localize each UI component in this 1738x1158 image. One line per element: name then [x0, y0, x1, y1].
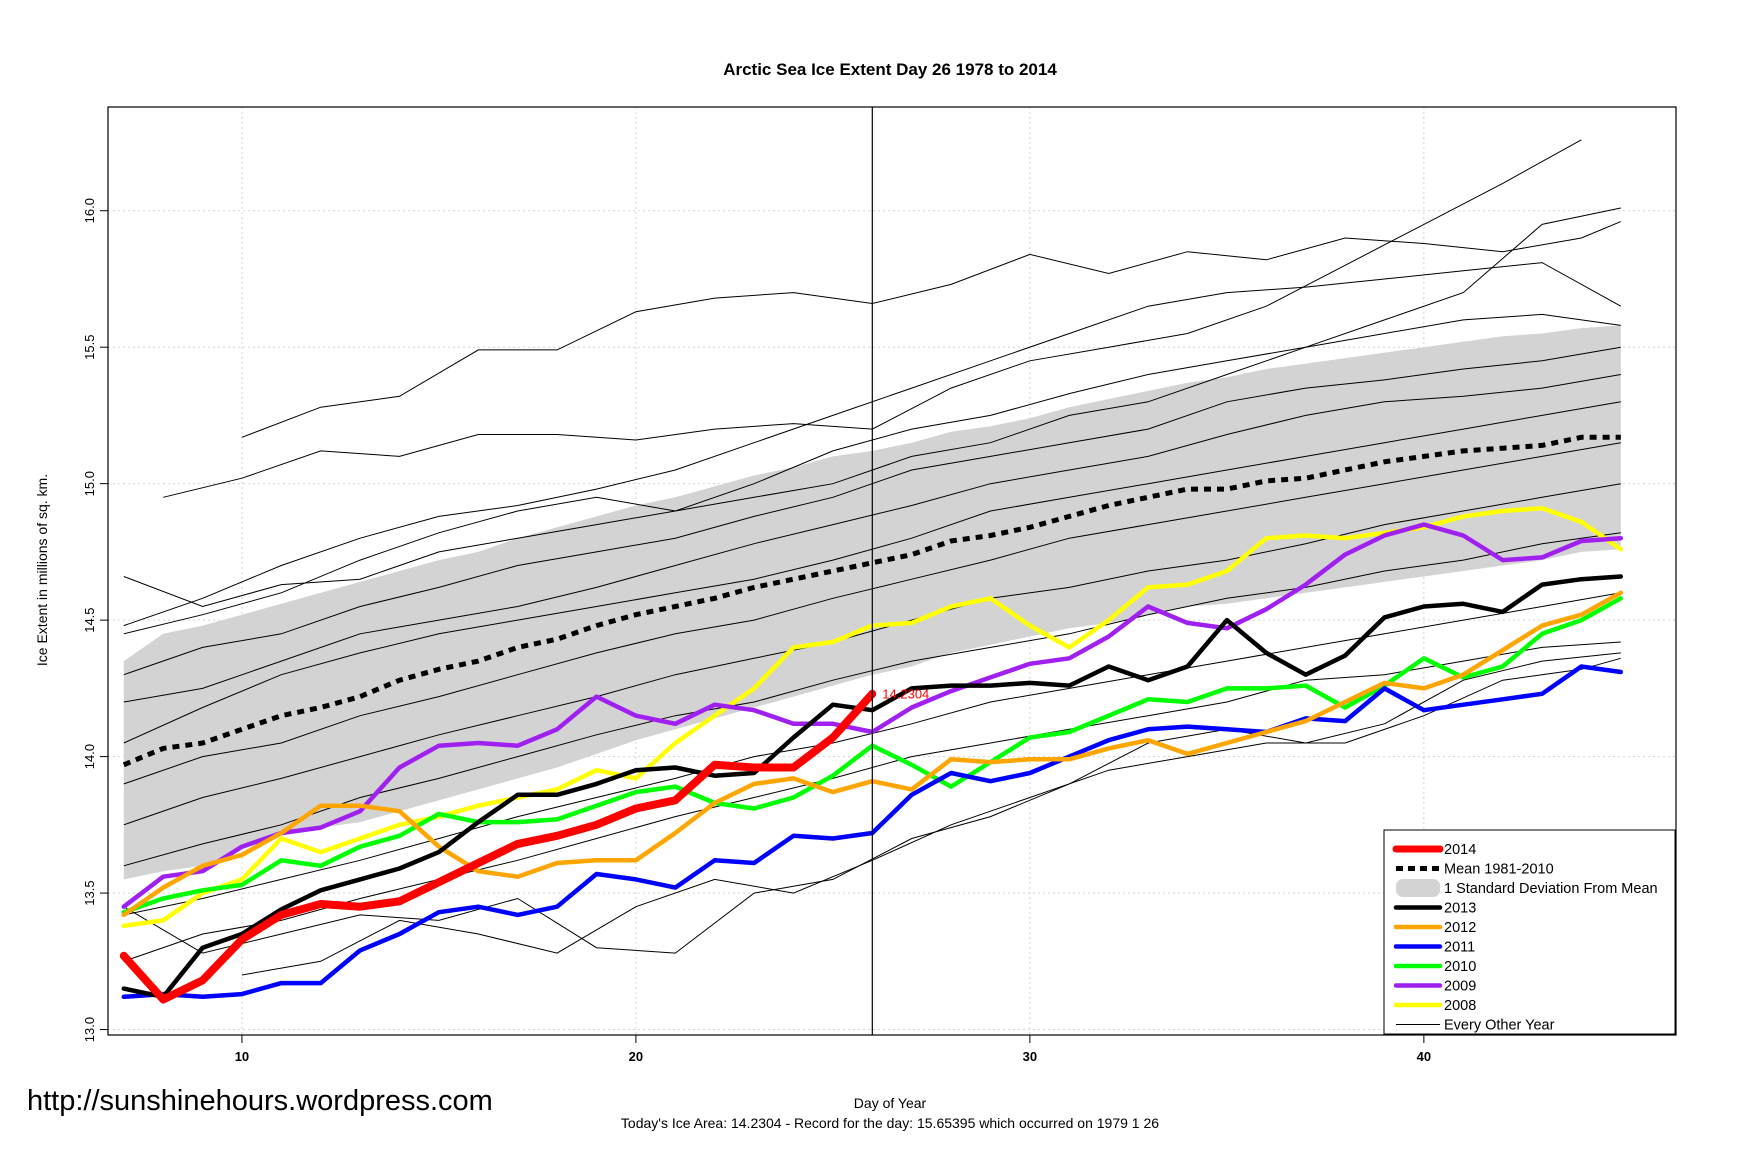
x-axis-label: Day of Year: [854, 1095, 927, 1111]
x-tick-label: 40: [1417, 1049, 1431, 1064]
legend-box: [1383, 829, 1676, 1035]
legend-label: 2014: [1444, 842, 1476, 858]
legend-label: 2009: [1444, 979, 1476, 995]
x-tick-label: 30: [1023, 1049, 1037, 1064]
every-other-year-line-15: [241, 657, 1621, 976]
source-url[interactable]: http://sunshinehours.wordpress.com: [27, 1085, 493, 1117]
y-tick-label: 14.0: [82, 744, 97, 769]
y-tick-label: 13.0: [82, 1017, 97, 1042]
x-tick-label: 10: [235, 1049, 249, 1064]
legend-label: 2013: [1444, 901, 1476, 917]
legend-label: 1 Standard Deviation From Mean: [1444, 881, 1658, 897]
y-tick-label: 15.5: [82, 335, 97, 360]
legend-label: 2008: [1444, 998, 1476, 1014]
y-tick-label: 14.5: [82, 607, 97, 632]
y-tick-label: 13.5: [82, 880, 97, 905]
y-axis-ticks: 13.0 13.5 14.0 14.5 15.0 15.5 16.0: [82, 198, 108, 1042]
x-tick-label: 20: [629, 1049, 643, 1064]
mean-line: [122, 434, 1621, 768]
legend-label: 2011: [1444, 940, 1475, 956]
series-line-2014: [119, 689, 877, 1004]
chart-subtitle: Today's Ice Area: 14.2304 - Record for t…: [621, 1115, 1159, 1131]
x-axis-ticks: 10 20 30 40: [235, 1035, 1431, 1064]
legend-swatch-band: [1396, 879, 1440, 897]
chart-title: Arctic Sea Ice Extent Day 26 1978 to 201…: [723, 60, 1057, 79]
y-tick-label: 16.0: [82, 198, 97, 223]
every-other-year-line-3: [241, 221, 1621, 438]
y-tick-label: 15.0: [82, 471, 97, 496]
legend-label: Every Other Year: [1444, 1018, 1555, 1034]
legend-label: 2010: [1444, 959, 1476, 975]
plot-frame: [107, 106, 1677, 1036]
y-axis-label: Ice Extent in millions of sq. km.: [34, 474, 50, 666]
legend-label: Mean 1981-2010: [1444, 862, 1554, 878]
legend: 2014 Mean 1981-2010 1 Standard Deviation F…: [1383, 829, 1676, 1035]
current-value-annotation: 14.2304: [882, 687, 929, 702]
legend-label: 2012: [1444, 920, 1476, 936]
mean-line-layer: [122, 434, 1621, 768]
